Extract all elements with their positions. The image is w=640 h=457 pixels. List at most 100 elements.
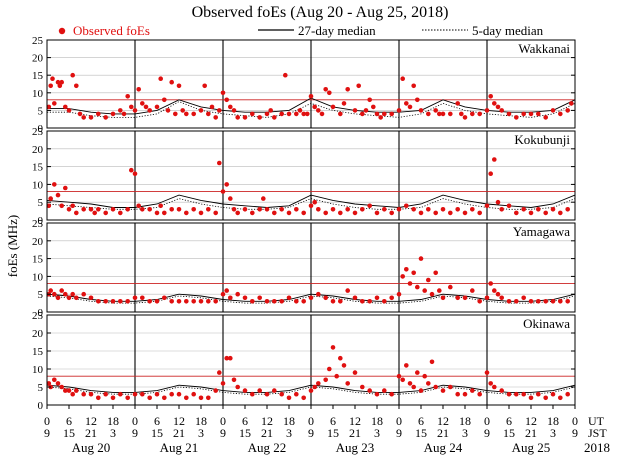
observed-point <box>352 370 358 375</box>
observed-point <box>206 299 211 304</box>
observed-point <box>268 108 274 113</box>
jst-tick-label: 9 <box>220 426 226 440</box>
jst-tick-label: 3 <box>550 426 556 440</box>
observed-point <box>162 395 167 401</box>
observed-point <box>74 388 79 393</box>
observed-point <box>202 83 207 89</box>
observed-point <box>176 391 182 397</box>
observed-point <box>132 295 138 301</box>
observed-point <box>286 111 292 117</box>
observed-point <box>484 203 490 209</box>
observed-point <box>264 299 270 304</box>
ut-tick-label: 0 <box>220 414 226 428</box>
observed-point <box>404 101 409 106</box>
observed-point <box>81 291 86 297</box>
observed-point <box>514 299 519 304</box>
observed-point <box>169 79 174 85</box>
ut-tick-label: 6 <box>242 414 248 428</box>
jst-tick-label: 3 <box>110 426 116 440</box>
observed-point <box>338 111 343 117</box>
observed-point <box>176 299 182 304</box>
observed-point <box>338 355 343 361</box>
station-panel-wakkanai: 0 5 10 15 20 25 Wakkanai <box>32 35 576 135</box>
ut-tick-label: 12 <box>525 414 537 428</box>
observed-point <box>110 299 116 304</box>
observed-point <box>66 108 72 113</box>
observed-point <box>294 207 299 212</box>
observed-point <box>308 94 314 99</box>
observed-point <box>264 111 270 117</box>
observed-point <box>488 281 494 286</box>
observed-point <box>279 111 285 117</box>
observed-point <box>382 388 387 393</box>
observed-point <box>565 299 570 304</box>
observed-point <box>312 199 318 205</box>
observed-point <box>455 295 461 301</box>
observed-point <box>367 299 373 304</box>
observed-point <box>558 299 563 304</box>
chart-title: Observed foEs (Aug 20 - Aug 25, 2018) <box>192 4 449 21</box>
observed-point <box>495 199 501 205</box>
observed-point <box>52 377 57 383</box>
observed-point <box>217 370 222 375</box>
ut-tick-label: 0 <box>308 414 314 428</box>
observed-point <box>96 207 101 212</box>
observed-point <box>74 210 79 216</box>
observed-point <box>294 299 299 304</box>
jst-tick-label: 15 <box>239 426 251 440</box>
observed-point <box>440 295 446 301</box>
y-tick-label: 10 <box>32 271 44 283</box>
observed-point <box>345 381 351 386</box>
observed-point <box>59 203 64 209</box>
observed-point <box>242 295 248 301</box>
observed-point <box>301 395 307 401</box>
observed-point <box>323 295 329 301</box>
observed-point <box>257 388 263 393</box>
observed-point <box>250 111 255 117</box>
observed-point <box>462 391 468 397</box>
y-tick-label: 15 <box>32 346 44 358</box>
observed-point <box>88 207 94 212</box>
y-tick-label: 25 <box>32 126 44 138</box>
observed-point <box>319 111 325 117</box>
observed-point <box>433 384 439 390</box>
observed-point <box>147 395 152 401</box>
ut-tick-label: 18 <box>107 414 119 428</box>
observed-point <box>382 299 387 304</box>
observed-point <box>118 108 123 113</box>
observed-point <box>374 295 380 301</box>
observed-point <box>231 207 237 212</box>
observed-point <box>521 295 526 301</box>
year-label: 2018 <box>584 440 610 455</box>
observed-point <box>297 108 303 113</box>
observed-point <box>110 207 116 212</box>
observed-point <box>367 388 373 393</box>
observed-point <box>272 299 277 304</box>
observed-point <box>301 299 307 304</box>
observed-point <box>448 384 453 390</box>
observed-point <box>550 391 556 397</box>
observed-point <box>429 359 435 365</box>
observed-point <box>367 203 373 209</box>
y-tick-label: 25 <box>32 218 44 230</box>
jst-tick-label: 21 <box>173 426 185 440</box>
observed-point <box>565 108 570 113</box>
observed-point <box>228 295 233 301</box>
y-tick-label: 5 <box>38 197 44 209</box>
observed-point <box>118 391 123 397</box>
observed-point <box>345 87 351 92</box>
observed-point <box>136 203 141 209</box>
observed-point <box>455 391 461 397</box>
observed-point <box>433 108 439 113</box>
y-tick-label: 5 <box>38 382 44 394</box>
observed-point <box>162 210 167 216</box>
observed-point <box>206 395 211 401</box>
observed-point <box>499 108 505 113</box>
observed-point <box>272 388 277 393</box>
observed-point <box>147 108 152 113</box>
y-tick-label: 10 <box>32 88 44 100</box>
observed-point <box>110 111 116 117</box>
observed-point <box>382 207 387 212</box>
day-label: Aug 24 <box>424 440 463 455</box>
observed-point <box>345 207 351 212</box>
